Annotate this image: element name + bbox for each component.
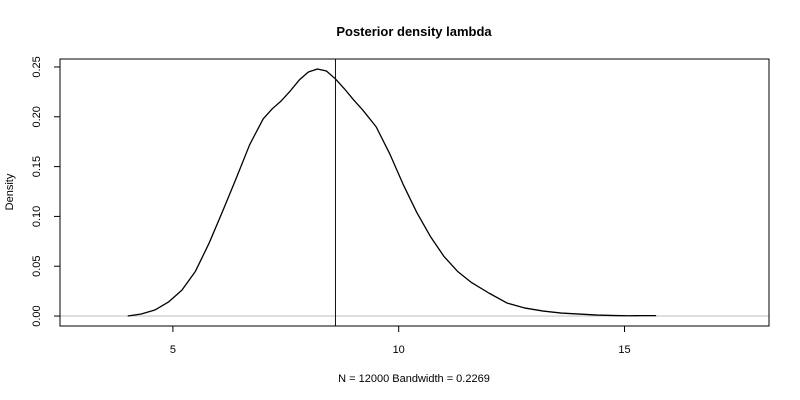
plot-layer: 5 10 15 0.00 0.05 0.10 0.15 0.20 0.25	[31, 56, 770, 356]
y-tick-label: 0.10	[31, 206, 43, 227]
y-tick-label: 0.25	[31, 56, 43, 77]
y-tick-label: 0.05	[31, 256, 43, 277]
y-axis-label: Density	[4, 173, 16, 210]
density-line	[127, 68, 657, 317]
chart-title: Posterior density lambda	[336, 24, 492, 39]
x-tick-label: 5	[170, 344, 176, 356]
y-tick-label: 0.20	[31, 106, 43, 127]
y-tick-label: 0.15	[31, 156, 43, 177]
x-tick-label: 15	[618, 344, 630, 356]
plot-frame	[59, 58, 770, 327]
y-tick-label: 0.00	[31, 305, 43, 326]
x-tick-label: 10	[393, 344, 405, 356]
x-axis-label: N = 12000 Bandwidth = 0.2269	[338, 373, 490, 385]
